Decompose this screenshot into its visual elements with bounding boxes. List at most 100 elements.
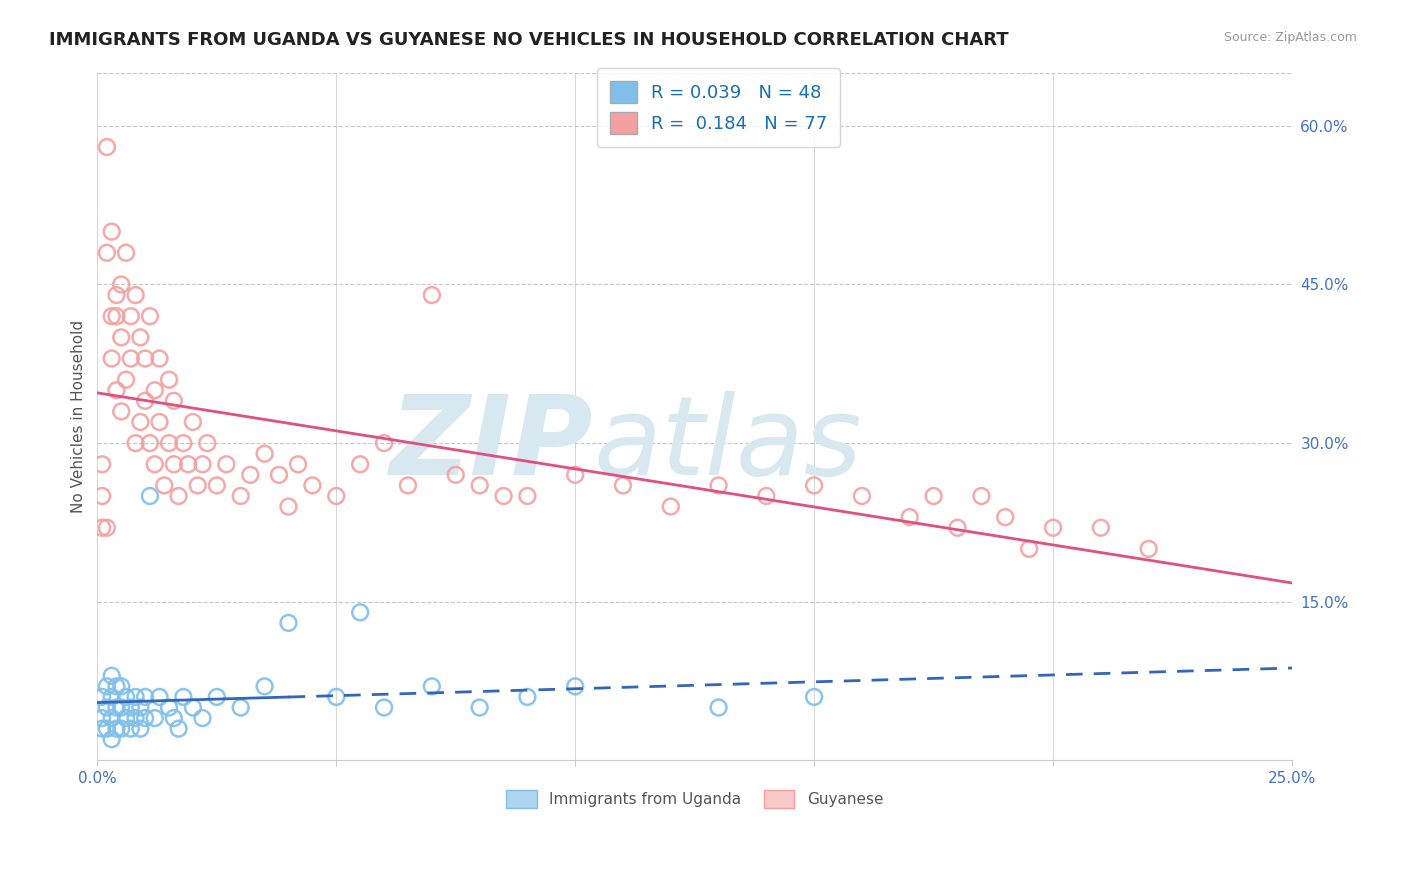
Point xyxy=(100,351,122,366)
Text: ZIP: ZIP xyxy=(389,391,593,498)
Point xyxy=(172,690,194,704)
Point xyxy=(100,732,122,747)
Point xyxy=(163,393,186,408)
Point xyxy=(110,679,132,693)
Point xyxy=(564,679,586,693)
Point xyxy=(143,711,166,725)
Point xyxy=(96,245,118,260)
Point xyxy=(564,467,586,482)
Point xyxy=(105,679,128,693)
Point xyxy=(205,690,228,704)
Point xyxy=(148,690,170,704)
Point xyxy=(851,489,873,503)
Point xyxy=(253,679,276,693)
Point xyxy=(205,478,228,492)
Point xyxy=(516,690,538,704)
Point xyxy=(239,467,262,482)
Point xyxy=(492,489,515,503)
Point xyxy=(91,711,114,725)
Text: IMMIGRANTS FROM UGANDA VS GUYANESE NO VEHICLES IN HOUSEHOLD CORRELATION CHART: IMMIGRANTS FROM UGANDA VS GUYANESE NO VE… xyxy=(49,31,1010,49)
Point xyxy=(115,245,138,260)
Point xyxy=(129,415,152,429)
Point xyxy=(91,521,114,535)
Point xyxy=(124,690,146,704)
Point xyxy=(91,489,114,503)
Point xyxy=(105,383,128,397)
Point xyxy=(267,467,290,482)
Point xyxy=(420,288,443,302)
Point xyxy=(468,478,491,492)
Point xyxy=(1042,521,1064,535)
Point xyxy=(129,722,152,736)
Point xyxy=(970,489,993,503)
Point xyxy=(139,436,162,450)
Point xyxy=(124,711,146,725)
Point xyxy=(373,436,395,450)
Point xyxy=(277,615,299,630)
Point xyxy=(129,700,152,714)
Point xyxy=(134,393,156,408)
Point xyxy=(100,669,122,683)
Point xyxy=(91,457,114,471)
Point xyxy=(803,478,825,492)
Point xyxy=(110,404,132,418)
Point xyxy=(110,330,132,344)
Point xyxy=(191,711,214,725)
Point xyxy=(516,489,538,503)
Point xyxy=(349,457,371,471)
Point xyxy=(100,225,122,239)
Point xyxy=(120,700,142,714)
Point xyxy=(373,700,395,714)
Point xyxy=(1018,541,1040,556)
Y-axis label: No Vehicles in Household: No Vehicles in Household xyxy=(72,320,86,513)
Text: atlas: atlas xyxy=(593,391,862,498)
Point xyxy=(707,700,730,714)
Point xyxy=(898,510,921,524)
Point xyxy=(420,679,443,693)
Point xyxy=(195,436,218,450)
Point xyxy=(277,500,299,514)
Text: Source: ZipAtlas.com: Source: ZipAtlas.com xyxy=(1223,31,1357,45)
Point xyxy=(120,722,142,736)
Point xyxy=(946,521,969,535)
Point xyxy=(468,700,491,714)
Point xyxy=(105,700,128,714)
Point xyxy=(301,478,323,492)
Point xyxy=(96,521,118,535)
Point xyxy=(163,457,186,471)
Point xyxy=(181,415,204,429)
Point xyxy=(100,690,122,704)
Point xyxy=(148,351,170,366)
Point xyxy=(287,457,309,471)
Point xyxy=(143,383,166,397)
Point xyxy=(110,700,132,714)
Point xyxy=(105,310,128,324)
Point xyxy=(157,700,180,714)
Point xyxy=(91,690,114,704)
Point xyxy=(163,711,186,725)
Point xyxy=(172,436,194,450)
Point xyxy=(1090,521,1112,535)
Point xyxy=(96,679,118,693)
Point xyxy=(659,500,682,514)
Point xyxy=(803,690,825,704)
Point xyxy=(153,478,176,492)
Point xyxy=(157,436,180,450)
Point xyxy=(124,288,146,302)
Point xyxy=(349,605,371,619)
Point xyxy=(396,478,419,492)
Point xyxy=(325,690,347,704)
Point xyxy=(115,690,138,704)
Point xyxy=(191,457,214,471)
Point xyxy=(120,310,142,324)
Point xyxy=(167,489,190,503)
Point xyxy=(134,351,156,366)
Point xyxy=(124,436,146,450)
Point xyxy=(105,288,128,302)
Point xyxy=(100,310,122,324)
Point xyxy=(187,478,209,492)
Point xyxy=(229,489,252,503)
Point xyxy=(110,722,132,736)
Point xyxy=(139,310,162,324)
Point xyxy=(148,415,170,429)
